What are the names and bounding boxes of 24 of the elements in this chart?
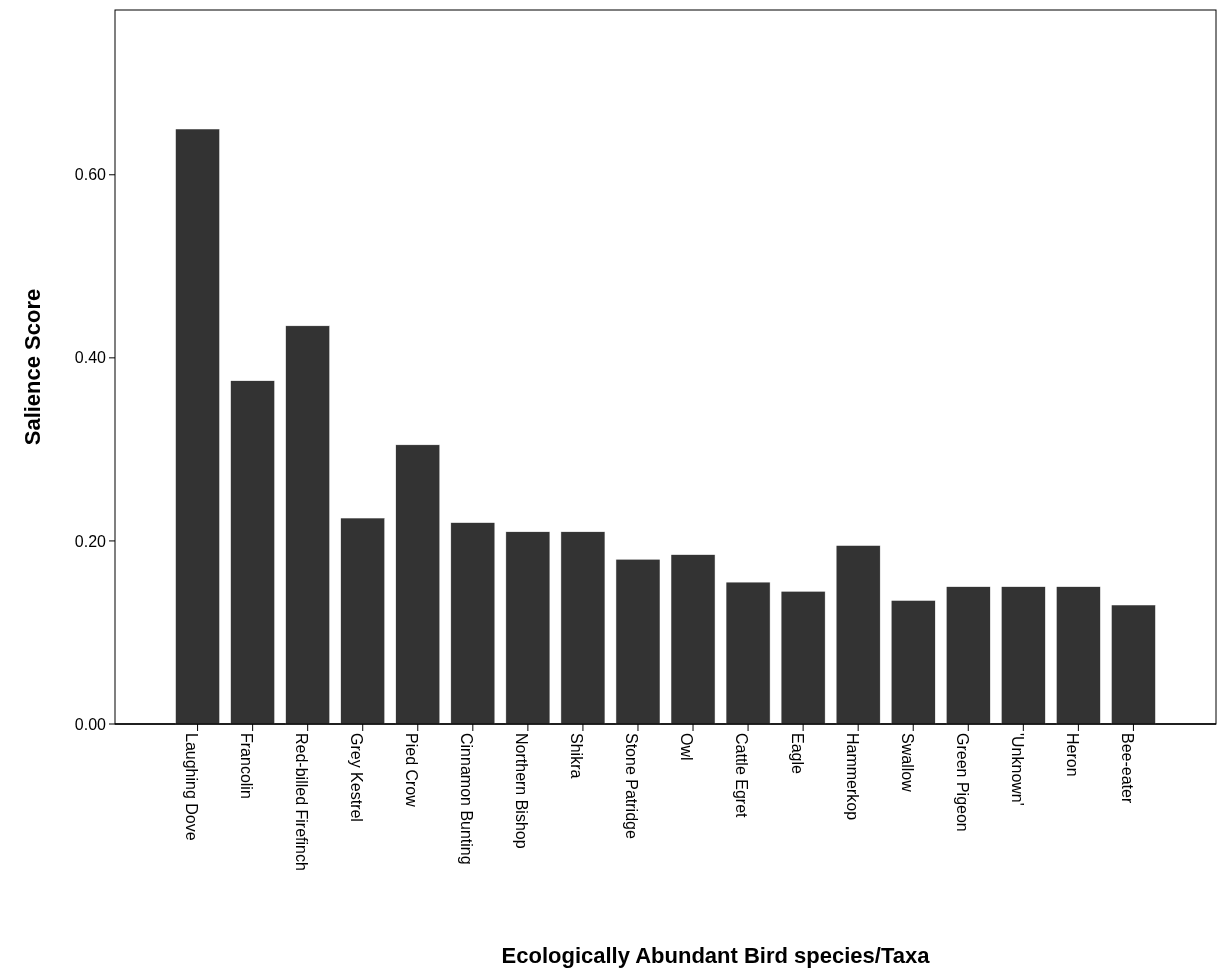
y-tick-label: 0.40 [74, 349, 107, 367]
x-tick-label: Swallow [898, 733, 916, 793]
x-tick-label: Cinnamon Bunting [458, 733, 476, 865]
x-tick-label: Bee-eater [1118, 733, 1136, 804]
x-tick-label: Hammerkop [843, 733, 861, 821]
x-tick-label: Laughing Dove [182, 733, 200, 841]
x-tick-label: Red-billed Firefinch [293, 733, 311, 871]
y-tick-label: 0.00 [74, 715, 107, 733]
x-tick-label: 'Unknown' [1008, 733, 1026, 806]
x-tick-label: Heron [1063, 733, 1081, 777]
x-tick-label: Francolin [238, 733, 256, 799]
x-tick-label: Northern Bishop [513, 733, 531, 849]
x-axis-title: Ecologically Abundant Bird species/Taxa [501, 943, 931, 968]
x-tick-label: Owl [678, 733, 696, 761]
x-tick-label: Cattle Egret [733, 733, 751, 819]
x-tick-label: Shikra [568, 733, 586, 779]
y-tick-label: 0.20 [74, 532, 107, 550]
x-tick-label: Grey Kestrel [348, 733, 366, 822]
x-tick-label: Green Pigeon [953, 733, 971, 832]
x-tick-label: Pied Crow [403, 733, 421, 808]
y-axis-title: Salience Score [20, 288, 45, 446]
y-tick-label: 0.60 [74, 166, 107, 184]
x-tick-label: Stone Patridge [623, 733, 641, 839]
x-tick-label: Eagle [788, 733, 806, 775]
